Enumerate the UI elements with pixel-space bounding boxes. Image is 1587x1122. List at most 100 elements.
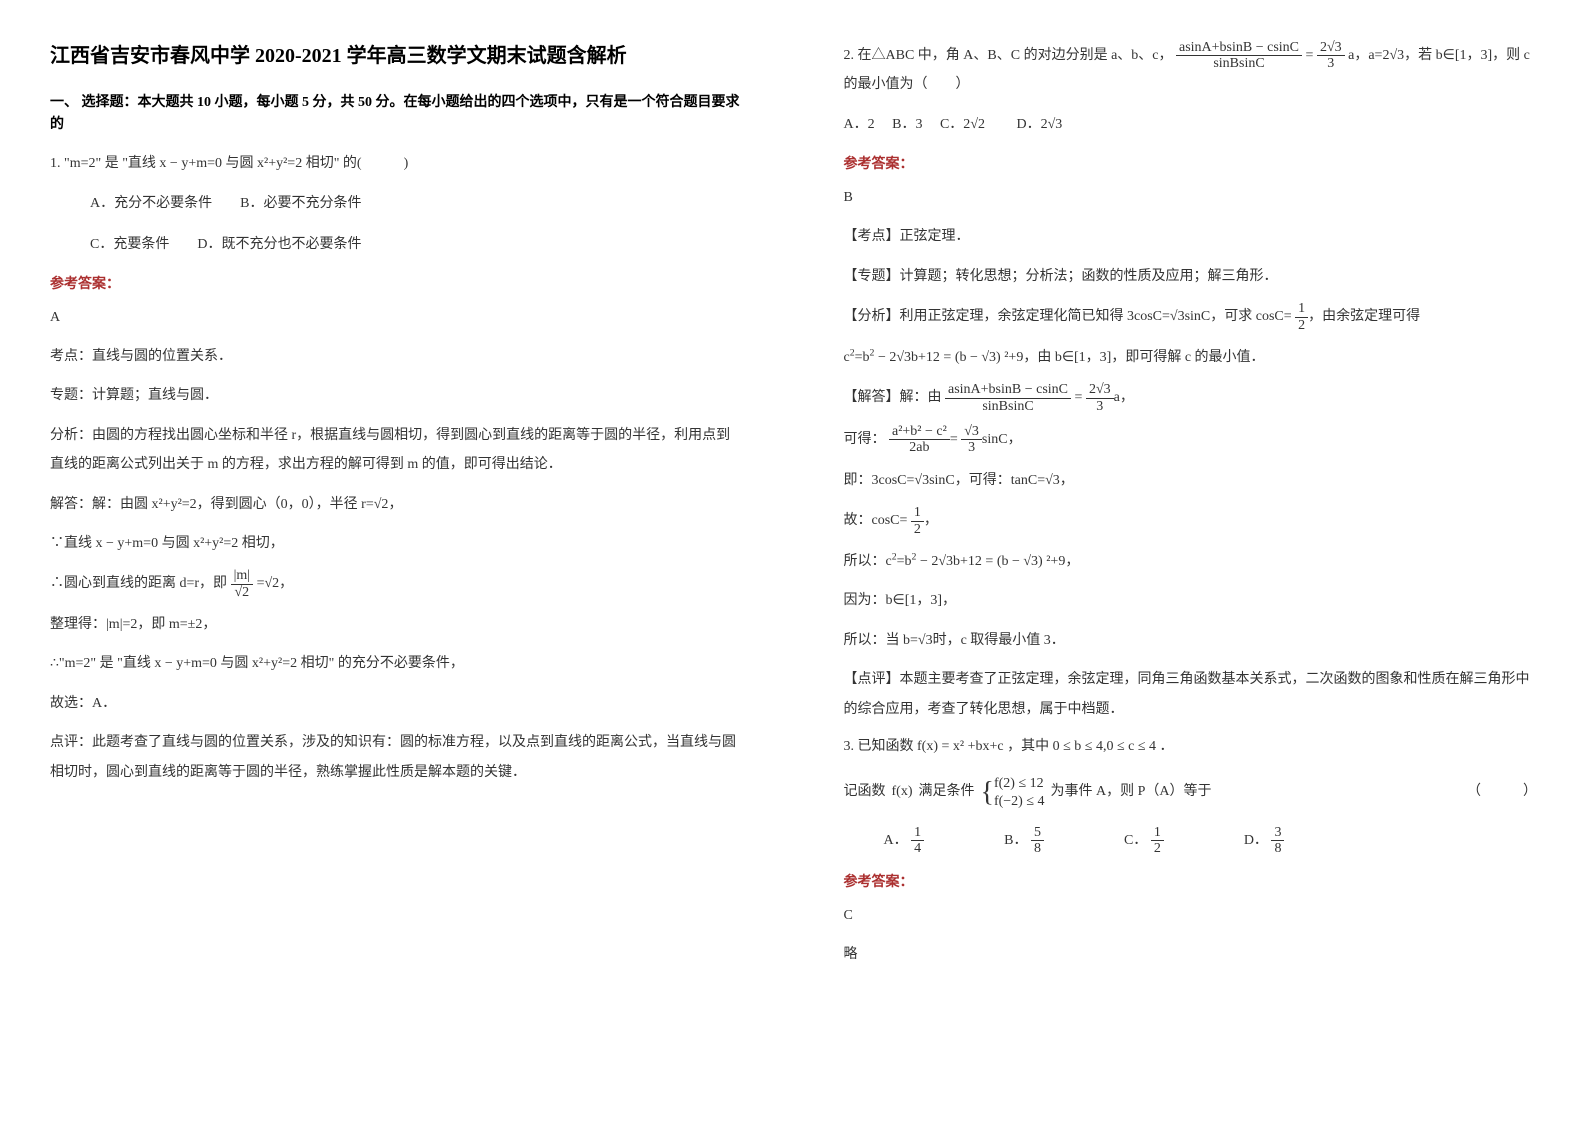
- q2-opt-c-pre: C．2: [940, 117, 970, 132]
- q2-k8: 故：cosC= 1 2 ，: [844, 505, 1538, 537]
- q3-stem: 3. 已知函数 f(x) = x² +bx+c ，其中 0 ≤ b ≤ 4,0 …: [844, 734, 1538, 761]
- q2-k3: 【分析】利用正弦定理，余弦定理化简已知得 3cosC=√3sinC，可求 cos…: [844, 301, 1538, 333]
- q2-k9: 所以：c2=b2 − 2√3b+12 = (b − √3) ²+9，: [844, 547, 1538, 576]
- q2-k3-post: ，由余弦定理可得: [1308, 309, 1420, 324]
- q2-options: A．2 B．3 C．2√2 D．2√3: [844, 112, 1538, 139]
- left-column: 江西省吉安市春风中学 2020-2021 学年高三数学文期末试题含解析 一、 选…: [0, 0, 794, 1122]
- q2-k4-mid: − 2√3b+12: [874, 350, 939, 365]
- q3-fx2: f(x): [892, 779, 913, 806]
- right-column: 2. 在△ABC 中，角 A、B、C 的对边分别是 a、b、c， asinA+b…: [794, 0, 1587, 1122]
- q2-k5-post: a，: [1114, 390, 1134, 405]
- q3-opt-d: D． 3 8: [1244, 825, 1285, 857]
- q1-option-c-d: C．充要条件 D．既不充分也不必要条件: [50, 232, 744, 259]
- q3-opt-b-label: B．: [1004, 833, 1027, 848]
- q2-k3-sqrt: √3: [1170, 309, 1185, 324]
- q1-opt-a: A．充分不必要条件: [90, 196, 212, 211]
- q2-k8-frac: 1 2: [911, 505, 924, 537]
- q2-stem-mid: a，a=2: [1348, 48, 1389, 63]
- q2-k3-den: 2: [1295, 318, 1308, 333]
- q2-k3-frac: 1 2: [1295, 301, 1308, 333]
- q3-line2: 记函数 f(x) 满足条件 { f(2) ≤ 12 f(−2) ≤ 4 为事件 …: [844, 775, 1538, 811]
- q3-paren: （ ）: [1467, 779, 1537, 806]
- q2-k6-pre: 可得：: [844, 432, 886, 447]
- q3-opt-c-label: C．: [1124, 833, 1147, 848]
- q2-k6-f1-num: a²+b² − c²: [889, 424, 950, 440]
- q2-k5-eq: =: [1075, 390, 1086, 405]
- q2-k6: 可得： a²+b² − c² 2ab = √3 3 sinC，: [844, 424, 1538, 456]
- q3-opt-d-frac: 3 8: [1271, 825, 1284, 857]
- q1-a8: ∴"m=2" 是 "直线 x − y+m=0 与圆 x²+y²=2 相切" 的充…: [50, 649, 744, 678]
- q2-opt-b: B．3: [892, 117, 922, 132]
- q2-k6-frac2: √3 3: [961, 424, 982, 456]
- q2-k8-post: ，: [924, 513, 938, 528]
- q2-k9-eq: =b: [897, 554, 912, 569]
- q2-frac1-den: sinBsinC: [1176, 56, 1302, 71]
- q1-a4-post: ，: [388, 497, 402, 512]
- q2-frac2-num: 2√3: [1317, 40, 1345, 56]
- q2-k5-f2-num: 2√3: [1086, 382, 1114, 398]
- q3-options: A． 1 4 B． 5 8 C． 1 2 D． 3 8: [844, 825, 1538, 857]
- q2-opt-c-sqrt: √2: [970, 117, 985, 132]
- q2-k3-num: 1: [1295, 301, 1308, 317]
- q1-a6-post: =√2，: [257, 576, 294, 591]
- q2-k2: 【专题】计算题；转化思想；分析法；函数的性质及应用；解三角形．: [844, 262, 1538, 291]
- q3-c-den: 2: [1151, 841, 1164, 856]
- q1-a3: 分析：由圆的方程找出圆心坐标和半径 r，根据直线与圆相切，得到圆心到直线的距离等…: [50, 421, 744, 480]
- q3-answer-letter: C: [844, 901, 1538, 930]
- q3-fx: f(x) = x² +bx+c: [917, 739, 1004, 754]
- q2-stem-sqrt: √3: [1389, 48, 1404, 63]
- q1-a1: 考点：直线与圆的位置关系．: [50, 342, 744, 371]
- q2-opt-d-pre: D．2: [1017, 117, 1048, 132]
- q1-a4-pre: 解答：解：由圆 x²+y²=2，得到圆心（0，0），半径 r=: [50, 497, 374, 512]
- q3-a-num: 1: [911, 825, 924, 841]
- q2-k10: 因为：b∈[1，3]，: [844, 586, 1538, 615]
- q2-k8-num: 1: [911, 505, 924, 521]
- q2-k9-pre: 所以：c: [844, 554, 892, 569]
- q2-answer-letter: B: [844, 183, 1538, 212]
- q2-k6-frac1: a²+b² − c² 2ab: [889, 424, 950, 456]
- q1-a7: 整理得：|m|=2，即 m=±2，: [50, 610, 744, 639]
- q2-k6-f1-den: 2ab: [889, 440, 950, 455]
- q2-stem: 2. 在△ABC 中，角 A、B、C 的对边分别是 a、b、c， asinA+b…: [844, 40, 1538, 98]
- q3-opt-c: C． 1 2: [1124, 825, 1164, 857]
- q2-k6-post: sinC，: [982, 432, 1022, 447]
- q2-k7: 即：3cosC=√3sinC，可得：tanC=√3，: [844, 466, 1538, 495]
- q2-k5-f1-num: asinA+bsinB − csinC: [945, 382, 1071, 398]
- q2-k4-eq: =b: [855, 350, 870, 365]
- q3-answer-label: 参考答案：: [844, 871, 1538, 891]
- q3-opt-c-frac: 1 2: [1151, 825, 1164, 857]
- q2-k3-mid: sinC，可求 cosC=: [1185, 309, 1292, 324]
- q3-opt-a: A． 1 4: [884, 825, 925, 857]
- q2-answer-label: 参考答案：: [844, 153, 1538, 173]
- q2-k12: 【点评】本题主要考查了正弦定理，余弦定理，同角三角函数基本关系式，二次函数的图象…: [844, 665, 1538, 724]
- q1-a6-num: |m|: [231, 568, 254, 584]
- q2-k5: 【解答】解：由 asinA+bsinB − csinC sinBsinC = 2…: [844, 382, 1538, 414]
- q2-k5-f2-den: 3: [1086, 399, 1114, 414]
- q2-k11: 所以：当 b=√3时，c 取得最小值 3．: [844, 626, 1538, 655]
- q1-opt-d: D．既不充分也不必要条件: [197, 237, 361, 252]
- doc-title: 江西省吉安市春风中学 2020-2021 学年高三数学文期末试题含解析: [50, 40, 744, 72]
- q1-a4-sqrt: √2: [374, 497, 389, 512]
- q2-k6-eq: =: [950, 432, 958, 447]
- q3-omit: 略: [844, 940, 1538, 969]
- q2-k5-f1-den: sinBsinC: [945, 399, 1071, 414]
- q2-k6-f2-den: 3: [961, 440, 982, 455]
- q1-opt-c: C．充要条件: [90, 237, 169, 252]
- q3-stem-mid: ，其中: [1007, 739, 1049, 754]
- q3-stem-pre: 3. 已知函数: [844, 739, 914, 754]
- q1-a6-pre: ∴圆心到直线的距离 d=r，即: [50, 576, 227, 591]
- q1-answer-letter: A: [50, 303, 744, 332]
- q3-sys2: f(−2) ≤ 4: [994, 793, 1045, 811]
- q1-a10: 点评：此题考查了直线与圆的位置关系，涉及的知识有：圆的标准方程，以及点到直线的距…: [50, 728, 744, 787]
- q2-k8-den: 2: [911, 522, 924, 537]
- q3-line2-post: 为事件 A，则 P（A）等于: [1051, 779, 1212, 806]
- q3-stem-post: ．: [1160, 739, 1174, 754]
- q3-opt-a-frac: 1 4: [911, 825, 924, 857]
- q3-system-body: f(2) ≤ 12 f(−2) ≤ 4: [994, 775, 1045, 811]
- q2-k9-post: = (b − √3) ²+9，: [982, 554, 1079, 569]
- q1-a4: 解答：解：由圆 x²+y²=2，得到圆心（0，0），半径 r=√2，: [50, 490, 744, 519]
- q3-d-num: 3: [1271, 825, 1284, 841]
- q3-opt-d-label: D．: [1244, 833, 1268, 848]
- q3-opt-b: B． 5 8: [1004, 825, 1044, 857]
- q2-k9-mid: − 2√3b+12: [916, 554, 981, 569]
